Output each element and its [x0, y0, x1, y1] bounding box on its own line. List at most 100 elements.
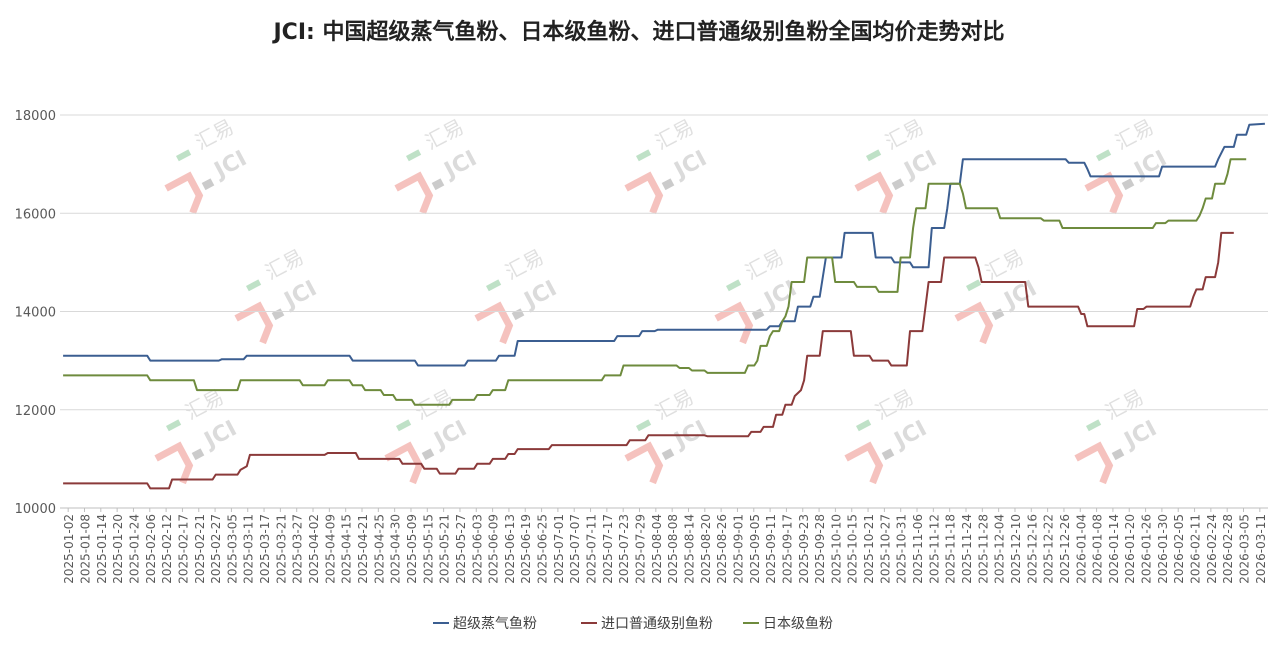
x-tick-label: 2025-10-10	[829, 514, 843, 584]
x-tick-label: 2025-01-02	[62, 514, 76, 584]
legend-label: 日本级鱼粉	[763, 615, 833, 632]
x-tick-label: 2025-07-17	[601, 514, 615, 584]
x-tick-label: 2025-04-15	[340, 514, 354, 584]
x-tick-label: 2025-05-21	[438, 514, 452, 584]
watermark-green-bar	[725, 279, 742, 292]
series-line-2	[63, 158, 1247, 406]
x-tick-label: 2026-02-24	[1205, 514, 1219, 584]
y-tick-label: 10000	[15, 502, 56, 517]
watermark-text-jci: JCI	[199, 416, 241, 454]
x-tick-label: 2025-02-12	[160, 514, 174, 584]
watermark-text: 汇易	[651, 114, 698, 154]
x-tick-label: 2025-06-09	[487, 514, 501, 584]
watermark-green-bar	[405, 149, 422, 162]
watermark-green-bar	[635, 419, 652, 432]
watermark-logo-mark	[624, 171, 664, 215]
x-tick-label: 2025-01-08	[78, 514, 92, 584]
watermark-text-jci: JCI	[519, 276, 561, 314]
x-tick-label: 2025-12-22	[1042, 514, 1056, 584]
watermark-green-bar	[635, 149, 652, 162]
x-tick-label: 2025-01-20	[111, 514, 125, 584]
x-tick-label: 2025-06-13	[503, 514, 517, 584]
watermark-logo-mark	[394, 171, 434, 215]
watermark-logo-mark	[234, 301, 274, 345]
watermark-logo-mark	[1084, 171, 1124, 215]
watermark-logo-mark	[384, 441, 424, 485]
watermark-green-bar	[1095, 149, 1112, 162]
watermark-gray-block	[891, 178, 905, 191]
watermark-green-bar	[395, 419, 412, 432]
x-tick-label: 2025-09-17	[780, 514, 794, 584]
chart-title: JCI: 中国超级蒸气鱼粉、日本级鱼粉、进口普通级别鱼粉全国均价走势对比	[273, 20, 1005, 45]
watermark-text-jci: JCI	[429, 416, 471, 454]
x-tick-label: 2025-05-27	[454, 514, 468, 584]
watermark-green-bar	[855, 419, 872, 432]
x-tick-label: 2026-01-20	[1123, 514, 1137, 584]
watermark-text: 汇易	[191, 114, 238, 154]
watermark-text-jci: JCI	[899, 146, 941, 184]
x-tick-label: 2026-03-11	[1254, 514, 1268, 584]
x-tick-label: 2025-03-11	[242, 514, 256, 584]
watermark-layer: 汇易JCI汇易JCI汇易JCI汇易JCI汇易JCI汇易JCI汇易JCI汇易JCI…	[154, 114, 1171, 485]
x-tick-label: 2026-02-05	[1172, 514, 1186, 584]
watermark-green-bar	[165, 419, 182, 432]
x-tick-label: 2025-04-09	[323, 514, 337, 584]
watermark-gray-block	[271, 308, 285, 321]
watermark-green-bar	[865, 149, 882, 162]
watermark-gray-block	[661, 178, 675, 191]
x-tick-label: 2025-12-04	[993, 514, 1007, 584]
watermark-text-jci: JCI	[1119, 416, 1161, 454]
watermark-logo-mark	[954, 301, 994, 345]
x-tick-label: 2025-08-20	[699, 514, 713, 584]
x-tick-label: 2026-02-28	[1221, 514, 1235, 584]
y-tick-label: 16000	[15, 207, 56, 222]
watermark-green-bar	[965, 279, 982, 292]
x-tick-label: 2025-11-24	[960, 514, 974, 584]
watermark-gray-block	[751, 308, 765, 321]
x-tick-label: 2025-03-05	[225, 514, 239, 584]
x-tick-label: 2025-08-14	[682, 514, 696, 584]
watermark-logo-mark	[474, 301, 514, 345]
x-tick-label: 2025-06-19	[519, 514, 533, 584]
x-tick-label: 2025-09-23	[797, 514, 811, 584]
watermark-text-jci: JCI	[279, 276, 321, 314]
x-tick-label: 2025-09-11	[764, 514, 778, 584]
x-tick-label: 2025-08-08	[666, 514, 680, 584]
x-tick-label: 2025-02-17	[176, 514, 190, 584]
x-tick-label: 2026-03-05	[1238, 514, 1252, 584]
x-tick-label: 2026-02-11	[1189, 514, 1203, 584]
x-tick-label: 2025-01-24	[127, 514, 141, 584]
y-tick-label: 12000	[15, 404, 56, 419]
watermark-text-jci: JCI	[669, 146, 711, 184]
watermark-text-jci: JCI	[209, 146, 251, 184]
x-tick-label: 2025-11-28	[976, 514, 990, 584]
watermark-green-bar	[485, 279, 502, 292]
x-tick-label: 2026-01-08	[1091, 514, 1105, 584]
watermark-gray-block	[661, 448, 675, 461]
watermark-text-jci: JCI	[1129, 146, 1171, 184]
legend-label: 超级蒸气鱼粉	[453, 615, 537, 632]
x-tick-label: 2025-06-25	[536, 514, 550, 584]
watermark-logo-mark	[844, 441, 884, 485]
x-tick-label: 2026-01-14	[1107, 514, 1121, 584]
watermark-logo-mark	[624, 441, 664, 485]
x-tick-label: 2025-08-04	[650, 514, 664, 584]
watermark-logo-mark	[154, 441, 194, 485]
x-tick-label: 2025-11-06	[911, 514, 925, 584]
x-tick-label: 2025-10-15	[846, 514, 860, 584]
watermark-text: 汇易	[651, 384, 698, 424]
y-tick-label: 14000	[15, 306, 56, 321]
watermark-green-bar	[175, 149, 192, 162]
x-tick-label: 2025-07-07	[568, 514, 582, 584]
